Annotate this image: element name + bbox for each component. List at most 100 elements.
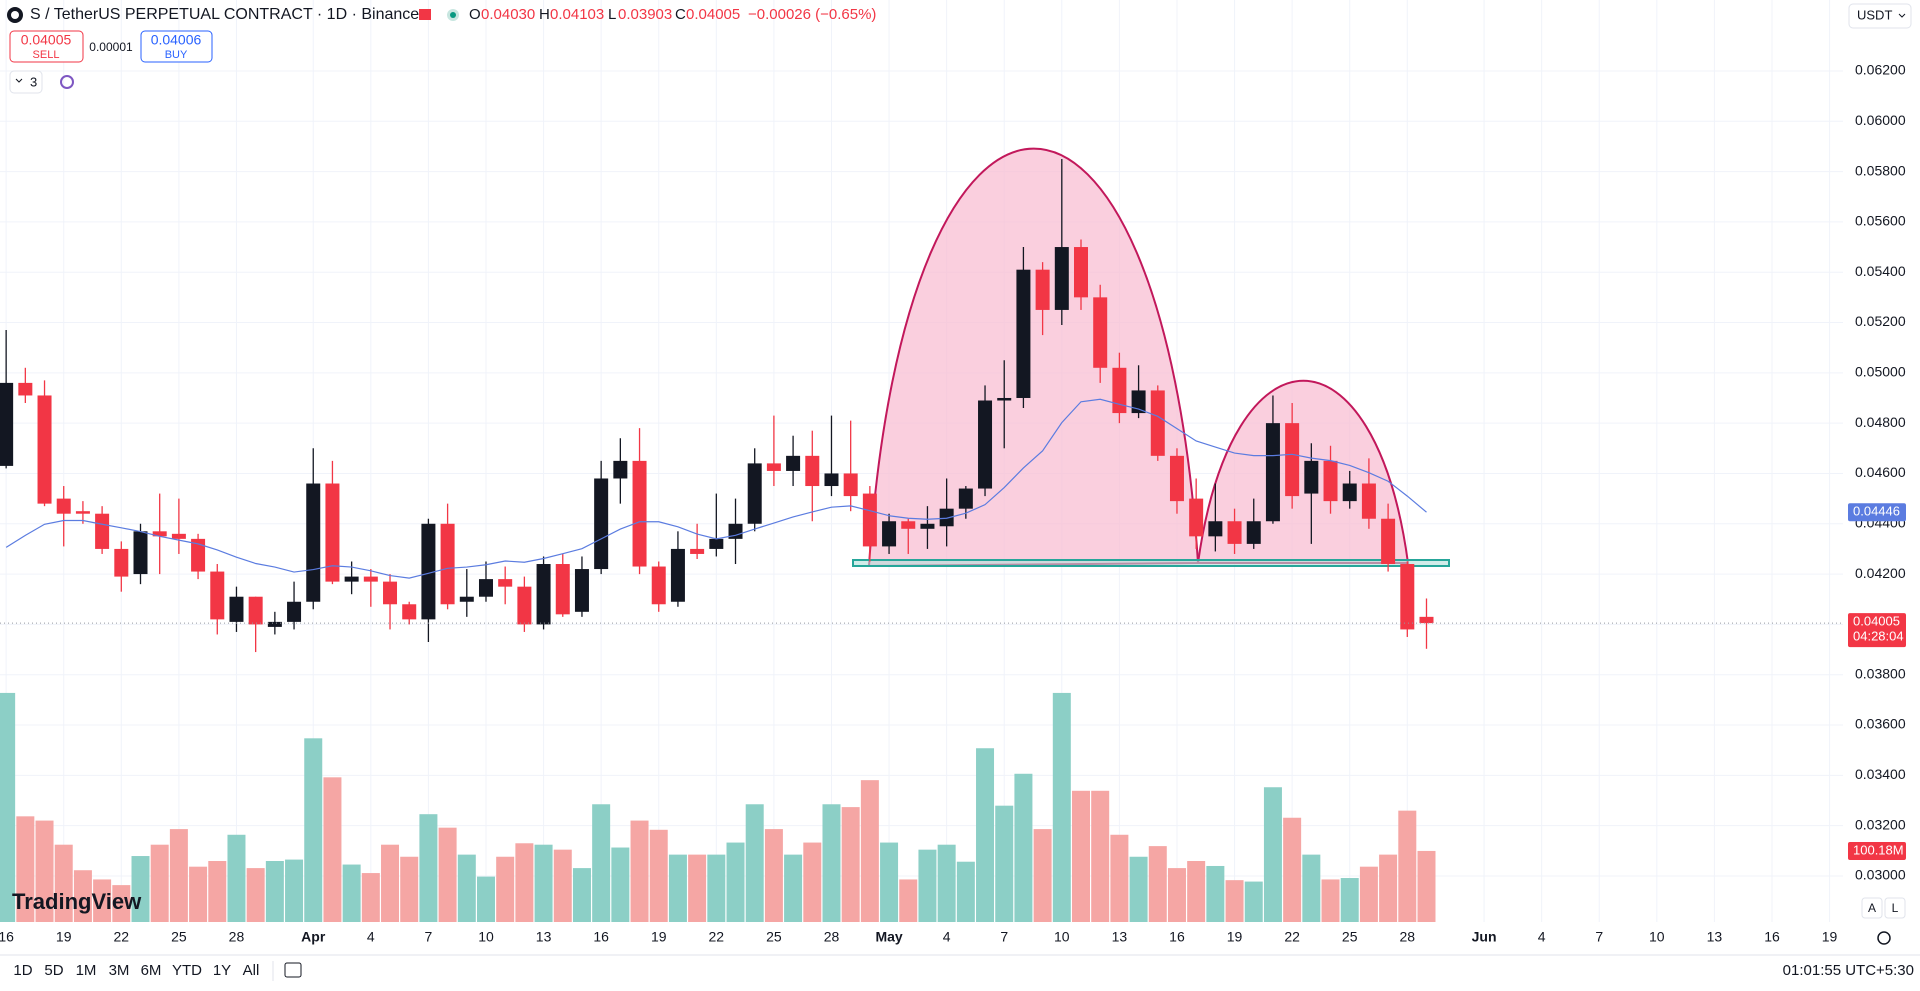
candle-body bbox=[862, 493, 877, 547]
range-button[interactable]: All bbox=[243, 962, 260, 979]
range-button[interactable]: 6M bbox=[141, 962, 162, 979]
symbol-logo-inner bbox=[11, 11, 19, 19]
log-scale[interactable] bbox=[1884, 897, 1906, 919]
volume-bar bbox=[419, 814, 438, 922]
volume-bar bbox=[496, 856, 515, 922]
candle-body bbox=[574, 569, 589, 612]
ohlc-key: L bbox=[608, 6, 616, 23]
candle-body bbox=[939, 508, 954, 527]
range-button[interactable]: YTD bbox=[172, 962, 202, 979]
y-tick-label: 0.05800 bbox=[1855, 162, 1906, 178]
candle-body bbox=[651, 566, 666, 605]
volume-bar bbox=[208, 861, 227, 922]
pattern-drawings bbox=[852, 147, 1450, 568]
volume-bar bbox=[1033, 829, 1052, 922]
volume-bar bbox=[937, 844, 956, 922]
buy-button[interactable] bbox=[140, 30, 213, 63]
candle-body bbox=[363, 576, 378, 582]
ohlc-value: 0.04103 bbox=[550, 6, 604, 23]
sell-button[interactable] bbox=[9, 30, 84, 63]
volume-bar bbox=[649, 829, 668, 922]
y-tick-label: 0.03400 bbox=[1855, 766, 1906, 782]
volume-bar bbox=[476, 876, 495, 922]
candle-body bbox=[1304, 460, 1319, 494]
candle-body bbox=[632, 460, 647, 567]
volume-bar bbox=[880, 842, 899, 922]
candle-body bbox=[766, 463, 781, 471]
volume-bar bbox=[726, 842, 745, 922]
candle-body bbox=[805, 455, 820, 487]
flag-icon[interactable] bbox=[419, 9, 431, 20]
volume-bar bbox=[1206, 865, 1225, 922]
candle-body bbox=[171, 533, 186, 539]
volume-bar bbox=[1302, 854, 1321, 922]
indicators-count: 3 bbox=[30, 74, 37, 89]
range-button[interactable]: 5D bbox=[44, 962, 63, 979]
volume-bar bbox=[246, 868, 265, 922]
range-button[interactable]: 1Y bbox=[213, 962, 231, 979]
range-buttons: 1D 5D 1M 3M 6M YTD 1Y All bbox=[13, 962, 259, 979]
volume-bar bbox=[304, 738, 323, 922]
candle-body bbox=[920, 523, 935, 529]
volume-bar bbox=[1359, 866, 1378, 922]
candle-body bbox=[1246, 521, 1261, 544]
clock: 01:01:55 UTC+5:30 bbox=[1783, 962, 1914, 979]
x-tick-label: 28 bbox=[824, 929, 840, 945]
auto-scale[interactable] bbox=[1861, 897, 1883, 919]
candle-body bbox=[958, 488, 973, 509]
volume-bar bbox=[381, 844, 400, 922]
volume-bar bbox=[1052, 692, 1071, 922]
x-tick-label: 19 bbox=[651, 929, 667, 945]
range-button[interactable]: 1D bbox=[13, 962, 32, 979]
range-button[interactable]: 1M bbox=[76, 962, 97, 979]
y-tick-label: 0.04200 bbox=[1855, 565, 1906, 581]
symbol-title: S / TetherUS PERPETUAL CONTRACT · 1D · B… bbox=[30, 6, 419, 23]
volume-bar bbox=[438, 827, 457, 922]
candle-body bbox=[824, 473, 839, 487]
candle-body bbox=[690, 548, 705, 554]
candle-body bbox=[1419, 616, 1434, 624]
last-price-box bbox=[1848, 613, 1906, 648]
candle-body bbox=[114, 548, 129, 577]
candle-body bbox=[191, 538, 206, 572]
candle-body bbox=[1054, 247, 1069, 310]
x-tick-label: Apr bbox=[301, 929, 326, 945]
volume-bar bbox=[688, 854, 707, 922]
settings-icon[interactable] bbox=[1877, 931, 1891, 945]
volume-bar bbox=[112, 885, 131, 922]
candle-body bbox=[1227, 521, 1242, 544]
candle-body bbox=[786, 455, 801, 471]
volume-bar bbox=[265, 861, 284, 922]
volume-bar bbox=[361, 873, 380, 922]
ohlc-key: H bbox=[539, 6, 550, 23]
volume-bar bbox=[1110, 834, 1129, 922]
buy-label: BUY bbox=[165, 49, 188, 61]
volume-bar bbox=[668, 854, 687, 922]
x-tick-label: 13 bbox=[536, 929, 552, 945]
volume-bar bbox=[1187, 861, 1206, 922]
volume-bar bbox=[803, 842, 822, 922]
indicators-toggle[interactable] bbox=[9, 70, 43, 94]
volume-bar bbox=[1340, 878, 1359, 922]
ohlc-value: 0.04030 bbox=[481, 6, 535, 23]
axis-layer: 0.03000 0.03200 0.03400 0.03600 0.03800 0.040… bbox=[0, 62, 1906, 945]
x-tick-label: 7 bbox=[425, 929, 433, 945]
candle-body bbox=[1169, 455, 1184, 502]
right-arch bbox=[1196, 379, 1410, 564]
candle-body bbox=[1093, 297, 1108, 368]
x-tick-label: 22 bbox=[1284, 929, 1300, 945]
currency-button[interactable] bbox=[1848, 3, 1912, 29]
candle-body bbox=[747, 463, 762, 524]
candle-body bbox=[229, 596, 244, 622]
candle-body bbox=[1381, 518, 1396, 565]
candle-body bbox=[1400, 564, 1415, 630]
candle-body bbox=[1265, 423, 1280, 522]
neckline-box bbox=[852, 559, 1450, 567]
range-button[interactable]: 3M bbox=[109, 962, 130, 979]
price-layer bbox=[0, 158, 1843, 653]
calendar-icon[interactable] bbox=[284, 962, 302, 978]
volume-bar bbox=[1398, 810, 1417, 922]
volume-bar bbox=[860, 780, 879, 922]
candle-body bbox=[882, 521, 897, 547]
